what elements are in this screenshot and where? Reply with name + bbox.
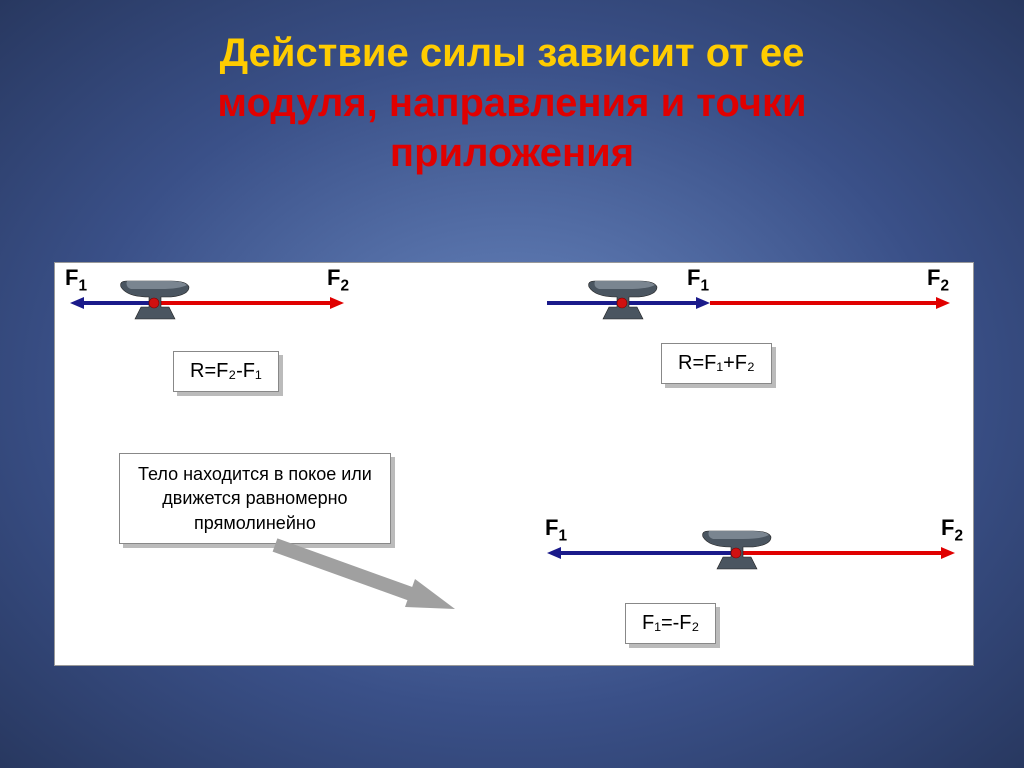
title-line3: приложения: [0, 128, 1024, 178]
f-sub: 1: [558, 527, 567, 544]
label-f1-b: F1: [687, 265, 709, 295]
arrow-f2-b: [710, 296, 950, 310]
f-text: F: [65, 265, 78, 290]
f-sub: 2: [954, 527, 963, 544]
rest-line1: Тело находится в покое или: [138, 464, 372, 484]
formula-text: F₁=-F₂: [642, 612, 699, 634]
gray-arrow: [255, 535, 475, 625]
f-sub: 2: [940, 277, 949, 294]
label-f2-a: F2: [327, 265, 349, 295]
label-f2-b: F2: [927, 265, 949, 295]
f-text: F: [687, 265, 700, 290]
formula-text: R=F₂-F₁: [190, 360, 262, 382]
label-f2-c: F2: [941, 515, 963, 545]
formula-text: R=F₁+F₂: [678, 352, 755, 374]
title-line2: модуля, направления и точки: [0, 78, 1024, 128]
f-sub: 2: [340, 277, 349, 294]
f-text: F: [545, 515, 558, 540]
formula-neg: F₁=-F₂: [625, 603, 716, 644]
anvil-icon-b: [585, 273, 661, 329]
label-f1-c: F1: [545, 515, 567, 545]
slide-title: Действие силы зависит от ее модуля, напр…: [0, 0, 1024, 178]
diagram-panel: F1 F2 R=F₂-F₁ F1 F2: [54, 262, 974, 666]
formula-sum: R=F₁+F₂: [661, 343, 772, 384]
f-text: F: [941, 515, 954, 540]
f-text: F: [927, 265, 940, 290]
title-line1: Действие силы зависит от ее: [0, 28, 1024, 78]
label-f1-a: F1: [65, 265, 87, 295]
anvil-icon-a: [117, 273, 193, 329]
f-sub: 1: [78, 277, 87, 294]
slide: Действие силы зависит от ее модуля, напр…: [0, 0, 1024, 768]
f-sub: 1: [700, 277, 709, 294]
f-text: F: [327, 265, 340, 290]
anvil-icon-c: [699, 523, 775, 579]
rest-line3: прямолинейно: [194, 513, 316, 533]
rest-line2: движется равномерно: [162, 488, 347, 508]
formula-diff: R=F₂-F₁: [173, 351, 279, 392]
rest-text-box: Тело находится в покое или движется равн…: [119, 453, 391, 544]
